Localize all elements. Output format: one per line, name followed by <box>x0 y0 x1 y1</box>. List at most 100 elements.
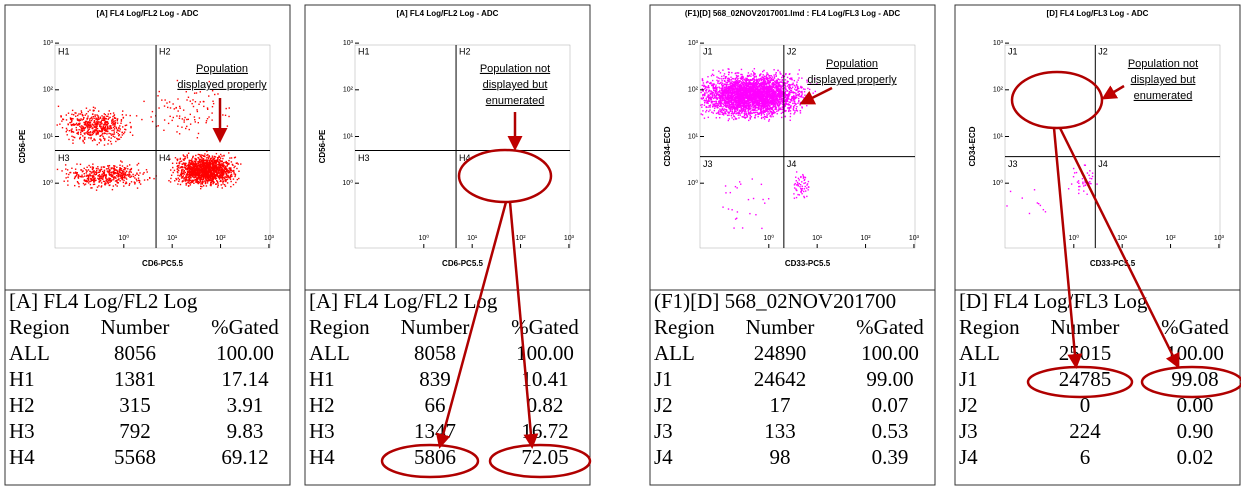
dot <box>120 136 122 139</box>
dot <box>774 99 776 102</box>
dot <box>220 174 222 177</box>
dot <box>118 170 120 173</box>
dot <box>788 94 790 96</box>
dot <box>712 85 714 87</box>
dot <box>218 166 220 168</box>
dot <box>68 130 71 132</box>
dot <box>187 177 190 179</box>
dot <box>215 166 218 168</box>
dot <box>197 132 200 135</box>
dot <box>83 179 85 182</box>
dot <box>212 163 215 165</box>
dot <box>747 85 749 88</box>
dot <box>715 85 717 88</box>
dot <box>184 180 187 182</box>
dot <box>795 109 798 111</box>
dot <box>123 171 125 173</box>
dot <box>87 121 90 124</box>
dot <box>703 85 706 87</box>
dot <box>759 106 762 108</box>
dot <box>746 116 749 118</box>
dot <box>221 187 223 189</box>
dot <box>89 126 92 128</box>
dot <box>707 76 709 78</box>
dot <box>732 95 735 97</box>
dot <box>753 96 756 99</box>
dot <box>753 77 755 79</box>
dot <box>103 180 106 183</box>
dot <box>755 114 757 116</box>
dot <box>79 175 81 178</box>
dot <box>728 105 731 107</box>
dot <box>769 105 771 107</box>
dot <box>114 117 116 120</box>
dot <box>781 108 783 111</box>
dot <box>770 108 772 110</box>
dot <box>83 138 86 141</box>
dot <box>112 135 115 138</box>
dot <box>741 82 744 84</box>
dot <box>773 105 775 108</box>
dot <box>125 167 127 169</box>
dot <box>204 177 207 180</box>
dot <box>207 162 209 164</box>
dot <box>753 105 755 107</box>
dot <box>770 100 772 102</box>
dot <box>96 121 99 123</box>
dot <box>724 87 727 89</box>
dot <box>789 86 792 89</box>
dot <box>197 180 199 183</box>
dot <box>182 172 185 175</box>
dot <box>798 100 800 103</box>
dot <box>201 165 203 167</box>
dot <box>706 96 708 98</box>
dot <box>104 183 106 185</box>
dot <box>797 91 799 93</box>
dot <box>762 116 765 119</box>
dot <box>122 174 124 176</box>
dot <box>174 157 177 159</box>
dot <box>779 81 781 83</box>
dot <box>215 160 217 162</box>
dot <box>814 90 817 93</box>
dot <box>118 134 120 137</box>
dot <box>74 171 77 173</box>
dot <box>201 163 203 165</box>
dot <box>137 162 140 165</box>
dot <box>192 167 194 170</box>
dot <box>99 135 101 137</box>
dot <box>188 178 190 180</box>
dot <box>218 169 220 171</box>
dot <box>200 175 202 177</box>
dot <box>227 170 229 172</box>
dot <box>96 114 98 116</box>
dot <box>122 176 124 179</box>
dot <box>78 122 80 125</box>
dot <box>225 107 227 110</box>
dot <box>119 130 121 132</box>
dot <box>739 109 741 111</box>
dot <box>228 107 230 109</box>
dot <box>88 137 90 139</box>
dot <box>80 127 83 130</box>
dot <box>217 181 219 184</box>
dot <box>100 186 102 188</box>
dot <box>775 93 777 95</box>
dot <box>228 163 230 165</box>
dot <box>721 88 724 90</box>
dot <box>208 159 211 162</box>
dot <box>198 168 201 170</box>
dot <box>185 182 188 185</box>
dot <box>236 167 238 170</box>
dot <box>201 170 203 172</box>
dot <box>732 107 734 110</box>
dot <box>95 173 98 176</box>
dot <box>796 110 799 112</box>
dot <box>128 184 130 186</box>
dot <box>731 84 733 87</box>
dot <box>103 126 105 129</box>
dot <box>718 70 720 72</box>
dot <box>100 125 102 128</box>
dot <box>93 173 95 175</box>
dot <box>122 132 125 135</box>
